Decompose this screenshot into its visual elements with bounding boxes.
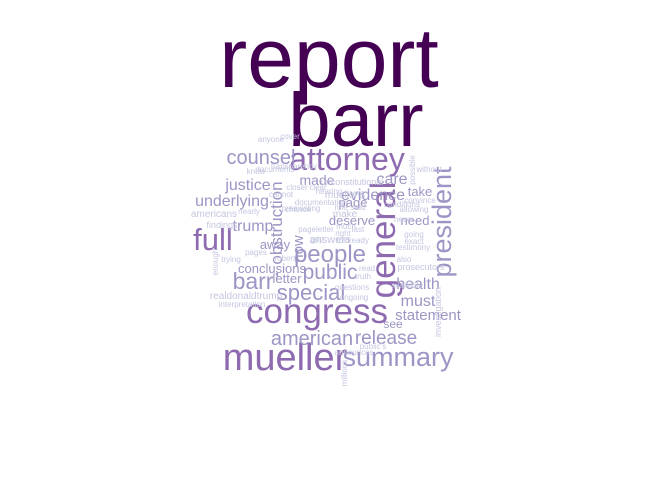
word-73: exact: [404, 237, 424, 246]
word-72: never: [394, 215, 414, 224]
word-17: obstruction: [267, 181, 286, 264]
word-39: americans: [191, 209, 237, 220]
word-52: ongoing: [340, 293, 368, 302]
word-57: closer: [286, 183, 308, 192]
word-8: summary: [342, 342, 454, 372]
word-66: right: [335, 229, 351, 238]
word-50: without: [415, 165, 442, 174]
word-59: trying: [221, 255, 241, 264]
word-37: make: [333, 209, 358, 220]
word-84: announces: [334, 348, 373, 357]
word-34: take: [408, 184, 433, 199]
word-5: general: [364, 182, 403, 299]
word-35: see: [383, 317, 403, 331]
word-43: prosecutors: [397, 262, 445, 272]
word-16: release: [355, 328, 417, 349]
word-21: trump: [233, 218, 274, 235]
word-3: mueller: [223, 337, 348, 379]
word-62: anyone: [258, 135, 285, 144]
word-70: going: [404, 230, 424, 239]
word-65: available: [391, 281, 423, 290]
word-53: transparency: [271, 162, 317, 171]
word-60: enough: [211, 249, 220, 276]
word-4: congress: [246, 292, 388, 331]
word-33: need: [401, 213, 430, 228]
word-87: conditions: [384, 200, 420, 209]
word-81: public’s: [360, 342, 387, 351]
word-79: told: [337, 236, 350, 245]
word-80: chance: [285, 205, 311, 214]
word-86: pageletter: [298, 225, 334, 234]
word-76: cover: [280, 132, 300, 141]
word-10: people: [294, 241, 366, 268]
word-88: also: [397, 255, 412, 264]
word-13: public: [303, 261, 358, 284]
word-67: ready: [349, 236, 369, 245]
word-32: page: [339, 195, 368, 210]
word-56: read: [359, 264, 375, 273]
word-30: away: [260, 237, 291, 252]
word-1: report: [219, 11, 438, 105]
word-48: robert: [275, 254, 297, 263]
word-46: documentation: [295, 198, 347, 207]
word-85: preexisting: [282, 204, 321, 213]
word-58: hearing: [316, 187, 343, 196]
word-24: health: [396, 276, 440, 293]
word-82: cannot: [269, 190, 294, 199]
word-42: investigation: [433, 287, 443, 337]
word-12: special: [277, 280, 345, 305]
word-44: unconstitutional: [321, 177, 384, 187]
word-78: said: [351, 203, 366, 212]
word-49: questions: [335, 283, 369, 292]
word-89: rule: [334, 203, 348, 212]
word-55: interpretation: [219, 300, 266, 309]
word-40: realdonaldtrump: [210, 291, 283, 302]
word-27: made: [299, 172, 334, 188]
word-47: nearly: [238, 207, 260, 216]
word-11: barr’: [233, 268, 280, 294]
word-63: convince: [404, 196, 436, 205]
word-75: much: [336, 222, 356, 231]
word-9: president: [427, 166, 457, 278]
word-69: pages: [245, 248, 267, 257]
word-25: now: [290, 235, 307, 263]
word-20: justice: [224, 177, 270, 194]
word-31: deserve: [329, 213, 375, 228]
word-38: mueller’s: [325, 190, 365, 201]
word-14: american: [271, 328, 353, 350]
word-19: must: [401, 293, 436, 310]
word-61: allowing: [400, 205, 429, 214]
word-68: truth: [355, 272, 371, 281]
word-18: evidence: [341, 187, 405, 204]
word-22: underlying: [195, 193, 269, 210]
word-2: barr: [288, 78, 423, 163]
word-64: testimony: [396, 243, 430, 252]
word-15: counsel: [227, 147, 296, 169]
word-83: clear: [309, 183, 327, 192]
word-7: full: [193, 222, 233, 257]
word-41: findings: [206, 220, 238, 230]
word-6: attorney: [289, 141, 405, 177]
word-54: millions: [340, 360, 349, 387]
word-71: know: [247, 167, 266, 176]
word-23: care: [376, 171, 407, 188]
word-90: act: [353, 189, 364, 198]
word-51: possible: [408, 155, 417, 185]
word-28: conclusions: [238, 261, 306, 276]
word-26: statement: [395, 307, 462, 324]
word-36: answers: [310, 234, 351, 246]
word-29: letter: [273, 271, 303, 286]
word-77: gop: [310, 235, 324, 244]
word-74: last: [352, 225, 365, 234]
word-45: documents: [255, 165, 294, 174]
